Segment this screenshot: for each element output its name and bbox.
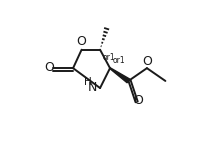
Text: or1: or1 <box>102 53 115 62</box>
Text: N: N <box>88 81 97 94</box>
Text: O: O <box>133 94 143 107</box>
Polygon shape <box>110 68 130 83</box>
Text: O: O <box>45 61 55 74</box>
Text: or1: or1 <box>112 56 125 65</box>
Text: H: H <box>84 77 92 87</box>
Text: O: O <box>142 55 152 68</box>
Text: O: O <box>76 35 86 48</box>
